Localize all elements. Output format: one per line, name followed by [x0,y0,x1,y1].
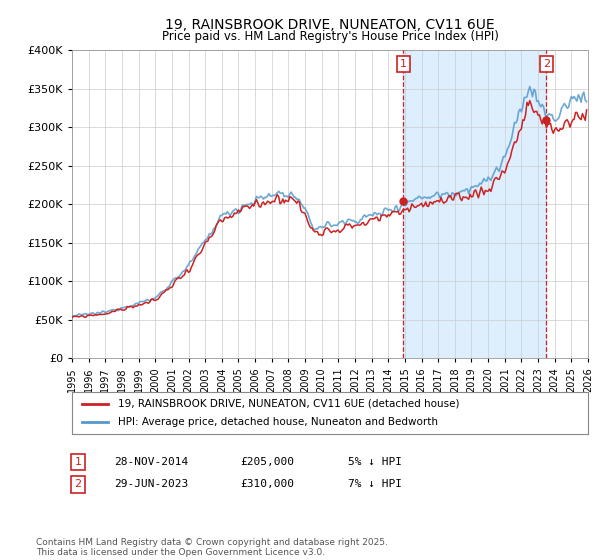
Text: £310,000: £310,000 [240,479,294,489]
Text: 7% ↓ HPI: 7% ↓ HPI [348,479,402,489]
Text: 1: 1 [74,457,82,467]
Text: 2: 2 [542,59,550,69]
Bar [403,50,546,358]
Text: 1: 1 [400,59,407,69]
Text: 5% ↓ HPI: 5% ↓ HPI [348,457,402,467]
Text: Contains HM Land Registry data © Crown copyright and database right 2025.
This d: Contains HM Land Registry data © Crown c… [36,538,388,557]
Text: Price paid vs. HM Land Registry's House Price Index (HPI): Price paid vs. HM Land Registry's House … [161,30,499,43]
Text: 19, RAINSBROOK DRIVE, NUNEATON, CV11 6UE (detached house): 19, RAINSBROOK DRIVE, NUNEATON, CV11 6UE… [118,399,460,409]
Text: 19, RAINSBROOK DRIVE, NUNEATON, CV11 6UE: 19, RAINSBROOK DRIVE, NUNEATON, CV11 6UE [165,18,495,32]
Text: 2: 2 [74,479,82,489]
Text: 28-NOV-2014: 28-NOV-2014 [114,457,188,467]
Text: £205,000: £205,000 [240,457,294,467]
Text: HPI: Average price, detached house, Nuneaton and Bedworth: HPI: Average price, detached house, Nune… [118,417,439,427]
Text: 29-JUN-2023: 29-JUN-2023 [114,479,188,489]
